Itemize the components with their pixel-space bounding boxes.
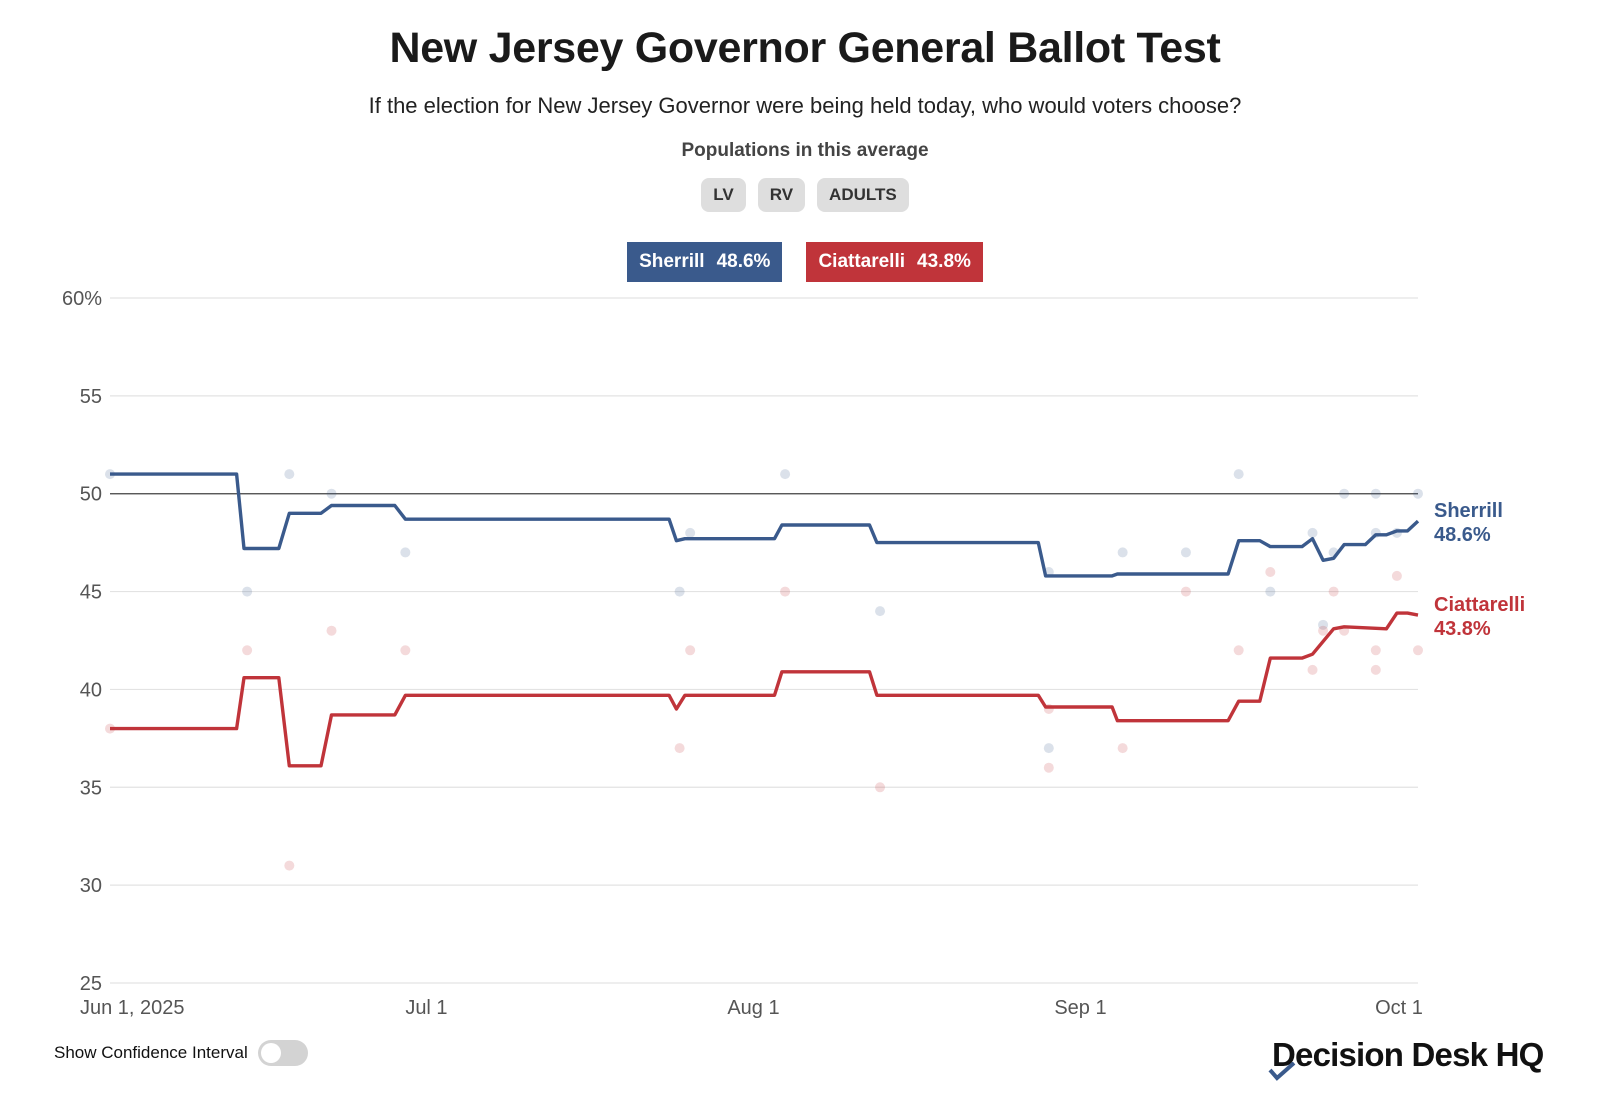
ciattarelli-poll-point-11 — [1117, 743, 1128, 754]
x-tick-label-1: Jul 1 — [405, 997, 447, 1019]
confidence-interval-toggle[interactable] — [257, 1040, 308, 1066]
y-tick-label-50: 50 — [80, 484, 102, 506]
sherrill-poll-point-18 — [1339, 488, 1350, 499]
ciattarelli-trend-line — [110, 611, 1419, 768]
sherrill-poll-point-6 — [685, 527, 696, 538]
y-tick-label-40: 40 — [80, 679, 102, 701]
population-chip-adults[interactable]: ADULTS — [817, 178, 909, 212]
sherrill-poll-point-13 — [1233, 469, 1244, 480]
sherrill-poll-point-12 — [1180, 547, 1191, 558]
ciattarelli-poll-point-19 — [1370, 645, 1381, 656]
ciattarelli-poll-point-5 — [674, 743, 685, 754]
sherrill-poll-point-19 — [1370, 488, 1381, 499]
x-tick-label-2: Aug 1 — [727, 997, 779, 1019]
legend-sherrill-name: Sherrill — [639, 251, 705, 272]
legend-ciattarelli-name: Ciattarelli — [818, 251, 906, 272]
legend-sherrill[interactable]: Sherrill 48.6% — [627, 242, 783, 282]
sherrill-end-label-value: 48.6% — [1434, 524, 1491, 546]
chart-subtitle: If the election for New Jersey Governor … — [368, 93, 1242, 118]
ciattarelli-poll-point-3 — [326, 625, 337, 636]
sherrill-poll-point-4 — [400, 547, 411, 558]
ciattarelli-end-label-name: Ciattarelli — [1434, 594, 1525, 616]
legend-ciattarelli-value: 43.8% — [917, 251, 971, 272]
population-chip-rv[interactable]: RV — [757, 178, 806, 212]
sherrill-poll-point-10 — [1043, 743, 1054, 754]
chart-title: New Jersey Governor General Ballot Test — [389, 24, 1221, 72]
logo-text: Decision Desk HQ — [1272, 1036, 1544, 1073]
x-tick-label-3: Sep 1 — [1054, 997, 1106, 1019]
ciattarelli-poll-point-4 — [400, 645, 411, 656]
ciattarelli-end-label-value: 43.8% — [1434, 618, 1491, 640]
populations-label: Populations in this average — [681, 140, 929, 161]
line-chart: 25 30 35 40 45 50 55 60% Jun 1, 2025 Jul 1 Aug 1 Se… — [62, 288, 1525, 1019]
ciattarelli-poll-point-21 — [1391, 570, 1402, 581]
ciattarelli-poll-point-13 — [1233, 645, 1244, 656]
legend-sherrill-value: 48.6% — [716, 251, 771, 272]
sherrill-poll-point-1 — [242, 586, 253, 597]
toggle-knob — [260, 1043, 281, 1063]
legend: Sherrill 48.6% Ciattarelli 43.8% — [0, 242, 1600, 282]
ciattarelli-poll-point-6 — [685, 645, 696, 656]
sherrill-poll-point-8 — [875, 606, 886, 617]
ciattarelli-poll-point-10 — [1043, 762, 1054, 773]
sherrill-poll-point-7 — [780, 469, 791, 480]
ciattarelli-poll-point-17 — [1328, 586, 1339, 597]
y-tick-label-55: 55 — [80, 386, 102, 408]
sherrill-poll-point-14 — [1265, 586, 1276, 597]
x-tick-label-4: Oct 1 — [1375, 997, 1423, 1019]
ciattarelli-poll-point-1 — [242, 645, 253, 656]
ciattarelli-poll-point-7 — [780, 586, 791, 597]
sherrill-poll-point-16 — [1318, 619, 1329, 630]
y-tick-label-30: 30 — [80, 875, 102, 897]
population-chip-lv[interactable]: LV — [701, 178, 746, 212]
ciattarelli-poll-point-2 — [284, 860, 295, 871]
ciattarelli-poll-point-14 — [1265, 567, 1276, 577]
sherrill-poll-point-5 — [674, 586, 685, 597]
legend-ciattarelli[interactable]: Ciattarelli 43.8% — [806, 242, 983, 282]
confidence-interval-control: Show Confidence Interval — [54, 1040, 308, 1066]
sherrill-poll-point-2 — [284, 469, 295, 480]
y-tick-label-35: 35 — [80, 777, 102, 799]
ciattarelli-poll-point-20 — [1370, 664, 1381, 675]
ciattarelli-poll-point-15 — [1307, 664, 1318, 675]
sherrill-poll-point-3 — [326, 488, 337, 499]
sherrill-poll-point-11 — [1117, 547, 1128, 558]
y-tick-label-25: 25 — [80, 973, 102, 995]
ciattarelli-poll-point-22 — [1413, 645, 1423, 656]
sherrill-trend-line — [110, 472, 1420, 578]
y-tick-label-45: 45 — [80, 582, 102, 604]
x-tick-label-0: Jun 1, 2025 — [80, 997, 185, 1019]
population-filters: LV RV ADULTS — [0, 178, 1600, 212]
ciattarelli-poll-point-12 — [1180, 586, 1191, 597]
ciattarelli-poll-point-16 — [1318, 625, 1329, 636]
decision-desk-hq-logo: Decision Desk HQ — [1268, 1036, 1544, 1081]
sherrill-poll-point-22 — [1413, 488, 1423, 499]
sherrill-end-label-name: Sherrill — [1434, 500, 1503, 522]
sherrill-poll-point-15 — [1307, 527, 1318, 538]
ciattarelli-poll-point-8 — [875, 782, 886, 793]
y-tick-label-60: 60% — [62, 288, 102, 310]
confidence-interval-label: Show Confidence Interval — [54, 1043, 248, 1062]
